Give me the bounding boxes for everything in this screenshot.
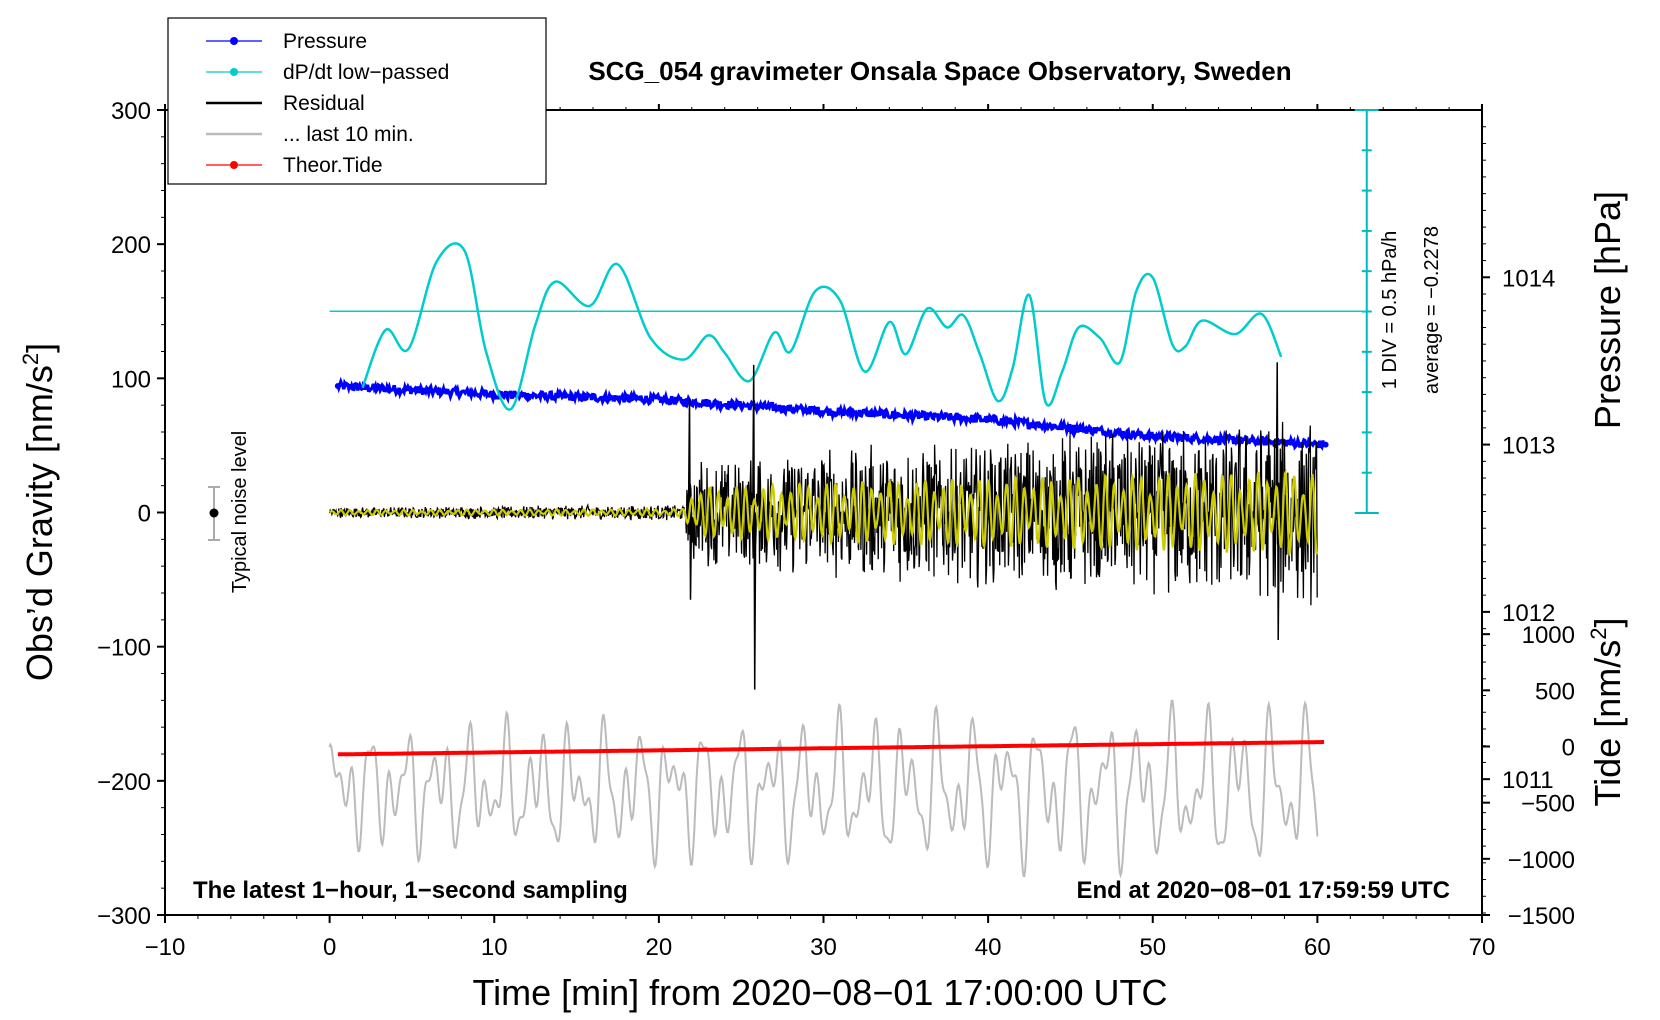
legend-marker [230,161,238,169]
pressure-line [336,376,1327,451]
dpdt-average-label: average = −0.2278 [1421,226,1443,394]
tide-axis-label: Tide [nm/s2] [1586,618,1628,807]
x-axis-ticks: −10 0 10 20 30 40 50 60 70 [145,104,1496,961]
residual-spike [687,398,693,600]
x-tick-label: 10 [481,934,508,961]
y-left-tick-label: −200 [97,769,151,796]
x-tick-label: −10 [145,934,186,961]
tide-tick-label: 500 [1535,678,1575,705]
y-left-tick-label: 200 [111,232,151,259]
y-left-axis-label: Obs’d Gravity [nm/s2] [18,343,60,681]
legend: Pressure dP/dt low−passed Residual ... last… [167,17,547,185]
legend-label: Residual [283,92,365,115]
x-tick-label: 60 [1304,934,1331,961]
tide-tick-label: −1500 [1508,903,1575,930]
x-tick-label: 20 [646,934,673,961]
residual-line [328,421,1318,606]
pressure-tick-label: 1011 [1502,767,1554,794]
legend-label: ... last 10 min. [283,123,414,146]
series-layer [328,242,1367,879]
y-left-axis-ticks: 300 200 100 0 −100 −200 −300 [97,98,165,930]
tide-axis-label-tail: ] [1587,618,1628,628]
tide-tick-label: 1000 [1522,622,1575,649]
y-left-tick-label: 0 [138,501,151,528]
pressure-end-point [1322,441,1329,448]
legend-box [167,17,547,185]
pressure-axis-ticks: 1014 1013 1012 1011 [1482,126,1555,914]
tide-axis-label-main: Tide [nm/s [1587,640,1628,807]
pressure-start-point [334,383,341,390]
tide-tick-label: −500 [1521,791,1575,818]
y-left-tick-label: −100 [97,635,151,662]
y-left-axis-label-tail: ] [19,343,60,353]
pressure-tick-label: 1014 [1502,265,1555,292]
pressure-tick-label: 1012 [1502,600,1555,627]
x-tick-label: 30 [810,934,837,961]
legend-label: Theor.Tide [283,154,383,177]
noise-level-indicator [208,486,220,541]
x-tick-label: 40 [975,934,1002,961]
x-tick-label: 50 [1139,934,1166,961]
noise-level-dot [209,508,219,518]
noise-level-label: Typical noise level [229,431,251,593]
y-left-axis-label-main: Obs’d Gravity [nm/s [19,365,60,681]
residual-spike [751,364,757,690]
pressure-tick-label: 1013 [1502,433,1555,460]
annotation-sampling: The latest 1−hour, 1−second sampling [193,877,628,904]
y-left-tick-label: 100 [111,366,151,393]
legend-entries: Pressure dP/dt low−passed Residual ... last… [206,30,449,177]
residual-filtered-line [328,468,1319,557]
chart-title: SCG_054 gravimeter Onsala Space Observat… [588,56,1291,86]
y-left-tick-label: 300 [111,98,151,125]
dpdt-lowpassed-line [361,242,1283,411]
annotation-end-time: End at 2020−08−01 17:59:59 UTC [1076,877,1450,904]
tide-axis-label-sup: 2 [1586,628,1611,640]
tide-tick-label: −1000 [1508,847,1575,874]
legend-label: dP/dt low−passed [283,61,449,84]
legend-marker [230,68,238,76]
y-left-axis-label-sup: 2 [18,353,43,365]
dpdt-scale-label: 1 DIV = 0.5 hPa/h [1379,231,1401,389]
x-axis-label: Time [min] from 2020−08−01 17:00:00 UTC [472,972,1167,1013]
x-tick-label: 70 [1469,934,1496,961]
y-left-tick-label: −300 [97,903,151,930]
pressure-axis-label: Pressure [hPa] [1587,191,1628,429]
legend-marker [230,37,238,45]
tide-tick-label: 0 [1562,735,1575,762]
last-10-min-line [328,699,1319,879]
tide-axis-ticks: 1000 500 0 −500 −1000 −1500 [1482,622,1575,930]
x-tick-label: 0 [323,934,336,961]
theor-tide-line [337,740,1324,757]
legend-label: Pressure [283,30,367,53]
